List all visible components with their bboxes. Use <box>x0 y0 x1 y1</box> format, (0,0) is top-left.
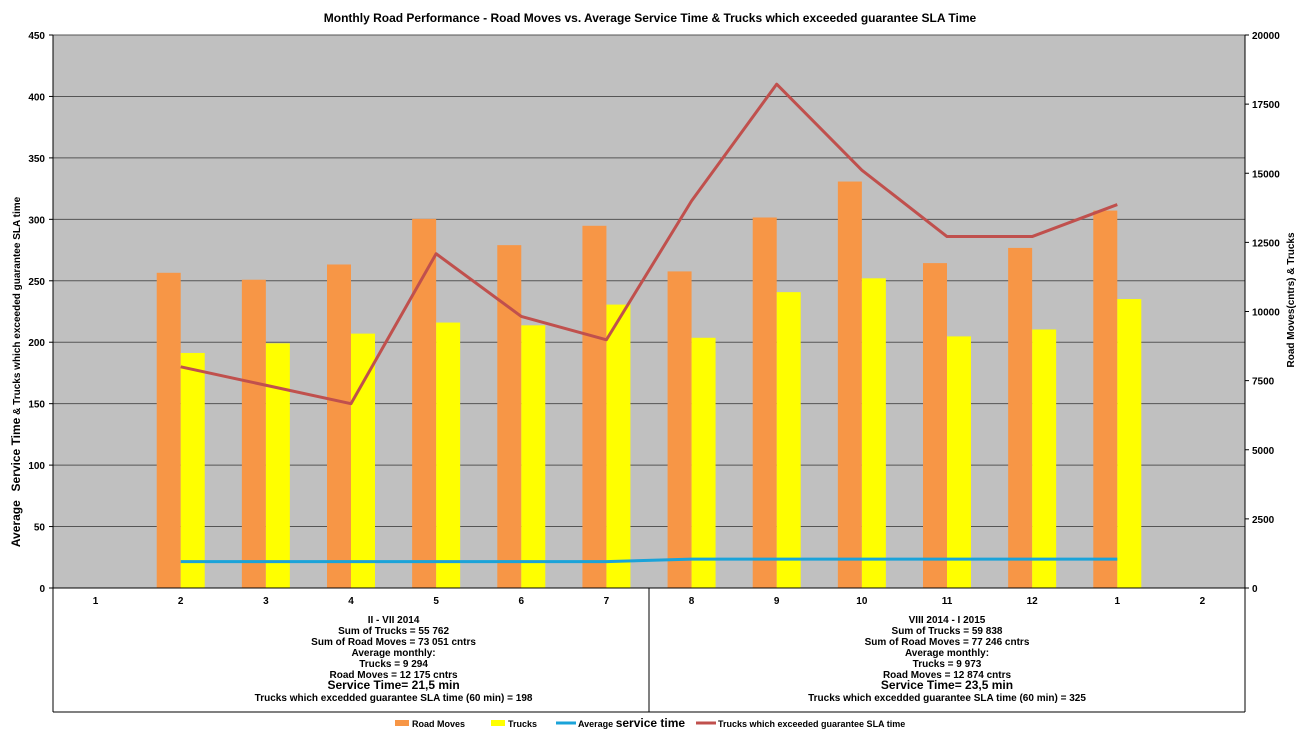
bar-trucks <box>861 278 886 588</box>
category-axis-ticks: 1 2 3 4 5 6 7 8 9 10 11 12 1 2 <box>93 596 1206 607</box>
category-label: 2 <box>1200 596 1206 607</box>
category-label: 6 <box>519 596 525 607</box>
plot-area <box>53 35 1245 588</box>
left-tick-label: 350 <box>28 154 45 165</box>
category-label: 9 <box>774 596 780 607</box>
bar-road-moves <box>752 217 777 589</box>
bar-trucks <box>606 304 631 588</box>
summary-note-line: Road Moves = 12 874 cntrs <box>883 670 1012 681</box>
legend-label-avg-service: Average service time <box>578 716 685 729</box>
bar-road-moves <box>156 272 181 588</box>
bar-trucks <box>521 325 546 588</box>
summary-note-line: Service Time= 23,5 min <box>881 678 1013 692</box>
chart-title: Monthly Road Performance - Road Moves vs… <box>324 11 977 25</box>
bar-road-moves <box>327 264 351 588</box>
summary-note-line: Trucks = 9 294 <box>359 659 428 670</box>
left-axis-title-part3: & Trucks which exceeded guarantee SLA ti… <box>12 196 23 414</box>
category-label: 11 <box>942 596 953 607</box>
category-label: 1 <box>93 596 99 607</box>
legend-swatch-road-moves <box>395 720 409 726</box>
category-label: 2 <box>178 596 184 607</box>
category-label: 8 <box>689 596 695 607</box>
summary-note-line: Sum of Trucks = 55 762 <box>338 626 449 637</box>
summary-note-line: VIII 2014 - I 2015 <box>909 615 986 626</box>
bar-road-moves <box>241 279 266 588</box>
left-tick-label: 0 <box>39 584 45 595</box>
bar-trucks <box>776 292 801 588</box>
summary-note-line: Road Moves = 12 175 cntrs <box>330 670 459 681</box>
summary-note-line: Average monthly: <box>905 648 989 659</box>
left-tick-label: 250 <box>28 277 45 288</box>
summary-note-line: Sum of Trucks = 59 838 <box>892 626 1003 637</box>
left-tick-label: 50 <box>34 523 46 534</box>
right-tick-label: 7500 <box>1252 377 1275 388</box>
bar-trucks <box>1117 299 1142 588</box>
bar-road-moves <box>667 271 692 588</box>
bar-road-moves <box>497 245 522 588</box>
bar-road-moves <box>837 181 862 589</box>
legend-label-sla: Trucks which exceeded guarantee SLA time <box>718 719 905 729</box>
bar-trucks <box>351 333 375 588</box>
left-tick-label: 300 <box>28 215 45 226</box>
category-label: 7 <box>604 596 610 607</box>
category-label: 4 <box>348 596 354 607</box>
lines-layer <box>180 82 1118 564</box>
bar-trucks <box>265 343 290 588</box>
bar-trucks <box>691 337 716 588</box>
category-label: 12 <box>1027 596 1039 607</box>
bar-trucks <box>947 336 971 588</box>
right-tick-label: 17500 <box>1252 100 1280 111</box>
left-tick-label: 100 <box>28 461 45 472</box>
legend-label-road-moves: Road Moves <box>412 719 465 729</box>
bar-trucks <box>436 322 461 588</box>
summary-note-line: Trucks which excedded guarantee SLA time… <box>255 693 533 704</box>
right-tick-label: 20000 <box>1252 31 1280 42</box>
bar-road-moves <box>1008 247 1033 588</box>
legend-swatch-trucks <box>491 720 505 726</box>
bar-road-moves <box>923 263 947 588</box>
right-tick-label: 12500 <box>1252 238 1280 249</box>
bar-road-moves <box>582 225 607 588</box>
category-label: 5 <box>433 596 439 607</box>
bar-trucks <box>180 352 205 588</box>
category-label: 3 <box>263 596 269 607</box>
right-tick-label: 10000 <box>1252 308 1280 319</box>
right-axis-ticks: 0 2500 5000 7500 10000 12500 15000 17500 20000 <box>1245 31 1280 595</box>
left-axis-title: Average Service Time & Trucks which exce… <box>9 196 23 547</box>
left-axis-ticks: 0 50 100 150 200 250 300 350 400 450 <box>28 31 53 595</box>
right-tick-label: 2500 <box>1252 515 1275 526</box>
category-label: 10 <box>856 596 868 607</box>
bars-layer <box>156 181 1142 589</box>
right-tick-label: 0 <box>1252 584 1258 595</box>
left-tick-label: 200 <box>28 338 45 349</box>
legend: Road Moves Trucks Average service time T… <box>395 716 905 729</box>
left-axis-title-part2: Service Time <box>9 417 23 491</box>
bar-road-moves <box>1093 210 1118 588</box>
left-axis-title-part1: Average <box>9 500 23 547</box>
summary-note-line: Sum of Road Moves = 77 246 cntrs <box>865 637 1030 648</box>
right-tick-label: 15000 <box>1252 169 1280 180</box>
summary-note-line: II - VII 2014 <box>368 615 420 626</box>
summary-note-line: Average monthly: <box>352 648 436 659</box>
line-avg-service-time <box>180 557 1118 564</box>
left-tick-label: 450 <box>28 31 45 42</box>
right-axis-title: Road Moves(cntrs) & Trucks <box>1286 232 1297 367</box>
right-tick-label: 5000 <box>1252 446 1275 457</box>
summary-note-line: Trucks = 9 973 <box>913 659 982 670</box>
category-label: 1 <box>1115 596 1121 607</box>
legend-label-trucks: Trucks <box>508 719 537 729</box>
summary-note-line: Sum of Road Moves = 73 051 cntrs <box>311 637 476 648</box>
bar-road-moves <box>412 218 437 588</box>
summary-note-line: Trucks which excedded guarantee SLA time… <box>808 693 1086 704</box>
line-sla-exceeded <box>180 82 1118 406</box>
left-tick-label: 400 <box>28 92 45 103</box>
summary-note-line: Service Time= 21,5 min <box>327 678 459 692</box>
left-tick-label: 150 <box>28 400 45 411</box>
bar-trucks <box>1032 329 1057 588</box>
